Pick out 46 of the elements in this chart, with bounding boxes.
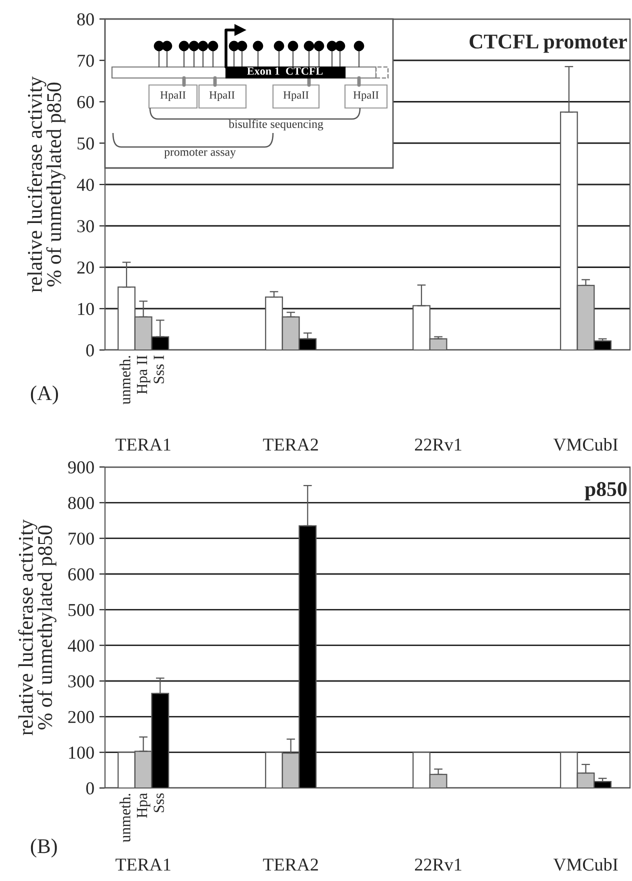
text: Hpa — [137, 793, 150, 818]
annotation: HpaII — [209, 91, 235, 102]
y-tick-label: 80 — [77, 13, 94, 26]
y-tick-label: 400 — [68, 640, 94, 652]
y-tick-label: 50 — [78, 137, 94, 150]
annotation: HpaII — [353, 91, 379, 102]
y-tick-label: 300 — [68, 675, 94, 688]
y-axis-title: relative luciferase activity % of unmethylated p850 — [18, 519, 56, 736]
y-tick-label: 70 — [78, 54, 94, 67]
y-tick-label: 40 — [76, 178, 94, 191]
x-tick-label: TERA2 — [263, 858, 318, 871]
x-tick-label: TERA2 — [263, 438, 318, 451]
x-tick-label: TERA1 — [116, 858, 170, 871]
annotation: HpaII — [160, 91, 186, 102]
text: (A) — [30, 386, 58, 404]
annotation: Exon 1 CTCFL — [247, 67, 323, 75]
text: Sss I — [154, 356, 164, 384]
x-tick-label: 22Rv1 — [415, 438, 462, 451]
y-tick-label: 20 — [77, 262, 94, 274]
x-tick-label: VMCubI — [553, 438, 618, 451]
y-tick-label: 30 — [77, 220, 94, 232]
y-tick-label: 900 — [68, 461, 94, 474]
text: unmeth. — [120, 356, 130, 404]
text: p850 — [584, 482, 627, 500]
annotation: HpaII — [283, 91, 309, 102]
annotation: bisulfite sequencing — [228, 120, 324, 130]
y-tick-label: 60 — [77, 96, 94, 108]
x-tick-label: TERA1 — [116, 438, 170, 451]
text: (B) — [30, 838, 57, 858]
y-tick-label: 700 — [68, 532, 94, 545]
y-tick-label: 0 — [86, 344, 94, 356]
y-tick-label: 10 — [78, 302, 94, 316]
y-tick-label: 0 — [86, 782, 94, 794]
y-axis-title: relative luciferase activity % of unmethylated p850 — [27, 76, 66, 292]
y-tick-label: 500 — [68, 604, 94, 616]
y-tick-label: 100 — [69, 746, 94, 759]
x-tick-label: 22Rv1 — [415, 858, 462, 871]
y-tick-label: 800 — [68, 496, 94, 510]
y-tick-label: 200 — [68, 710, 94, 724]
annotation: promoter assay — [164, 149, 236, 158]
y-tick-label: 600 — [68, 568, 94, 580]
text: unmeth. — [120, 794, 130, 842]
text: Sss — [154, 793, 164, 812]
text: CTCFL promoter — [470, 34, 627, 53]
x-tick-label: VMCubI — [553, 858, 618, 871]
text: Hpa II — [137, 356, 150, 394]
